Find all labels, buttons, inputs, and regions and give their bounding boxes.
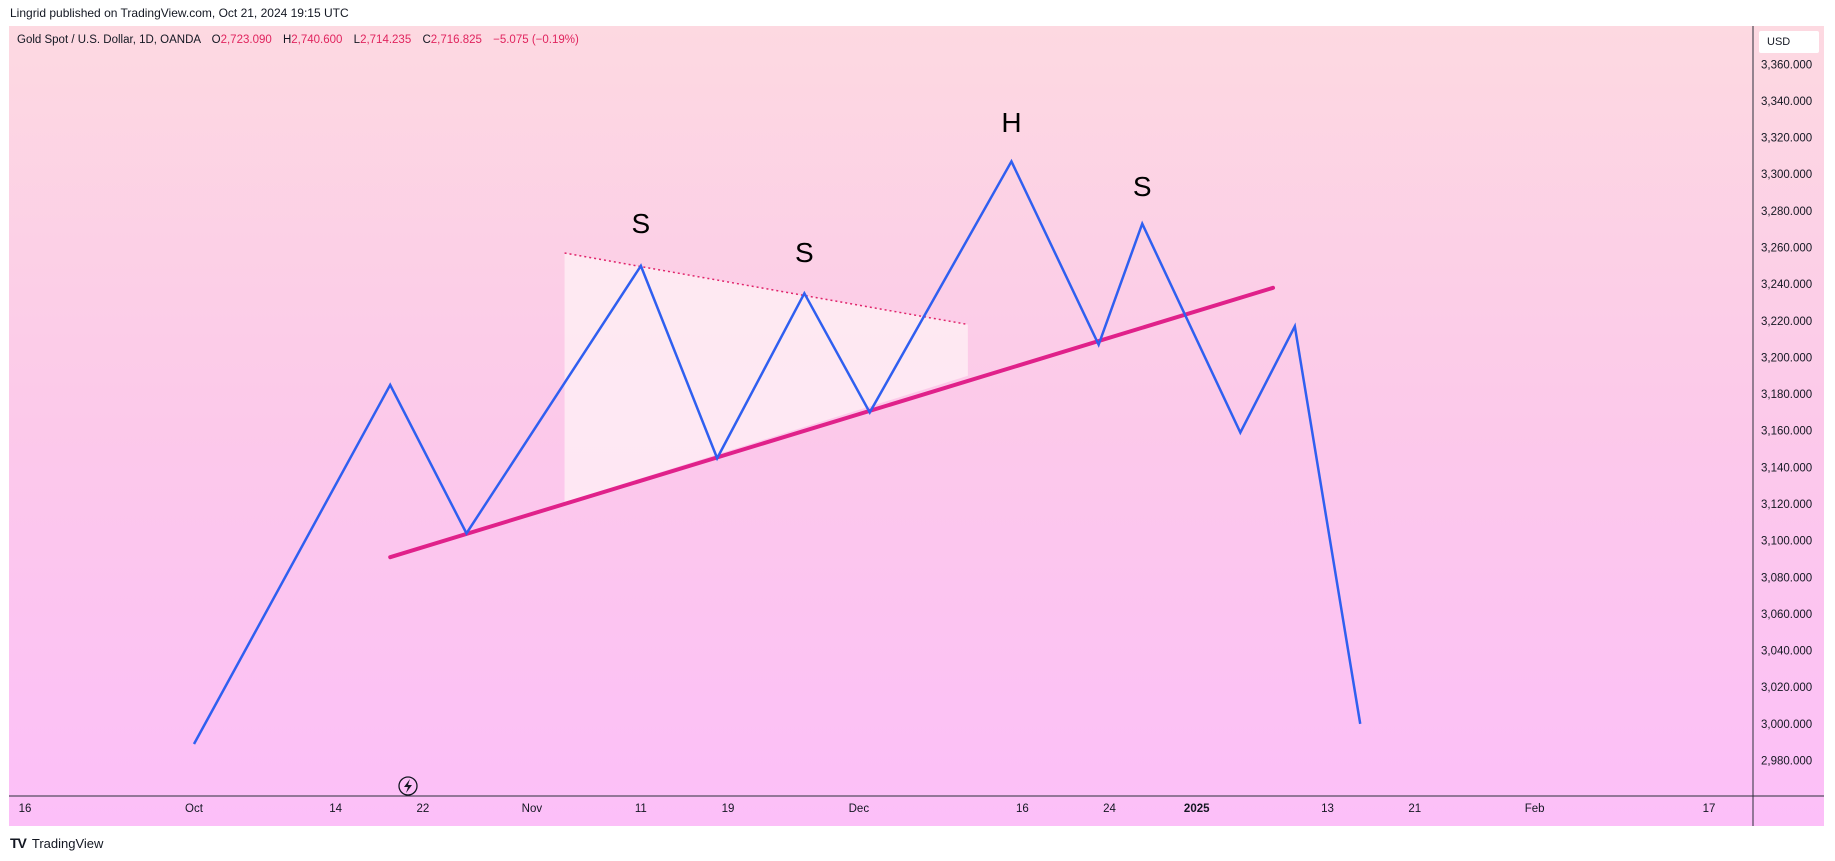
x-tick-label: 16 <box>1016 803 1029 815</box>
pattern-label-s-1[interactable]: S <box>795 237 814 268</box>
time-axis[interactable]: 16 Oct 14 22 Nov 11 19 Dec 16 24 2025 13 21 Feb 17 <box>19 803 1716 815</box>
y-tick-label: 3,360.000 <box>1761 59 1812 71</box>
publication-header: Lingrid published on TradingView.com, Oc… <box>10 6 349 20</box>
legend-close-label: C <box>422 34 431 46</box>
x-tick-label: 21 <box>1408 803 1421 815</box>
pattern-label-h-2[interactable]: H <box>1001 107 1021 138</box>
resistance-dotted-line[interactable] <box>564 252 968 326</box>
y-tick-label: 3,180.000 <box>1761 389 1812 401</box>
tradingview-logo[interactable]: TV TradingView <box>10 835 103 851</box>
y-tick-label: 3,340.000 <box>1761 96 1812 108</box>
x-tick-label: 11 <box>635 803 647 815</box>
x-tick-label: Feb <box>1525 803 1545 815</box>
symbol-legend: Gold Spot / U.S. Dollar, 1D, OANDA O2,72… <box>17 34 579 46</box>
price-projection-line[interactable] <box>192 158 1362 745</box>
y-tick-label: 3,120.000 <box>1761 499 1812 511</box>
y-tick-label: 3,300.000 <box>1761 169 1812 181</box>
y-tick-label: 3,200.000 <box>1761 352 1812 364</box>
y-tick-label: 3,000.000 <box>1761 719 1812 731</box>
pattern-label-s-3[interactable]: S <box>1133 171 1152 202</box>
x-tick-label: 13 <box>1321 803 1334 815</box>
y-tick-label: 3,140.000 <box>1761 462 1812 474</box>
neckline-trendline[interactable] <box>388 285 1276 560</box>
x-tick-label: 22 <box>416 803 429 815</box>
triangle-pattern-fill[interactable] <box>564 253 968 503</box>
legend-low: 2,714.235 <box>360 34 412 46</box>
y-tick-label: 3,100.000 <box>1761 536 1812 548</box>
x-tick-label: Nov <box>522 803 543 815</box>
y-tick-label: 3,160.000 <box>1761 426 1812 438</box>
y-tick-label: 2,980.000 <box>1761 756 1812 768</box>
tradingview-brand: TradingView <box>31 835 104 851</box>
y-tick-label: 3,080.000 <box>1761 572 1812 584</box>
x-tick-label: 17 <box>1703 803 1716 815</box>
tradingview-logo-icon: TV <box>10 835 27 851</box>
y-tick-label: 3,220.000 <box>1761 316 1812 328</box>
x-tick-label: Dec <box>849 803 870 815</box>
x-tick-label: 14 <box>329 803 342 815</box>
legend-open-label: O <box>211 34 221 46</box>
chart-frame[interactable]: S S H S 2,980.000 3,000.000 3,020.000 3,040.00… <box>9 26 1824 826</box>
price-chart[interactable]: S S H S 2,980.000 3,000.000 3,020.000 3,040.00… <box>9 26 1824 826</box>
y-tick-label: 3,240.000 <box>1761 279 1812 291</box>
legend-symbol: Gold Spot / U.S. Dollar, 1D, OANDA <box>17 34 201 46</box>
legend-close: 2,716.825 <box>430 34 482 46</box>
lightning-icon[interactable] <box>398 776 418 796</box>
y-tick-label: 3,060.000 <box>1761 609 1812 621</box>
legend-change: −5.075 (−0.19%) <box>493 34 579 46</box>
y-tick-label: 3,260.000 <box>1761 243 1812 255</box>
legend-high: 2,740.600 <box>291 34 343 46</box>
x-tick-label: 2025 <box>1184 803 1210 815</box>
y-tick-label: 3,040.000 <box>1761 646 1812 658</box>
x-tick-label: 16 <box>19 803 32 815</box>
legend-low-label: L <box>353 34 361 46</box>
x-tick-label: 19 <box>722 803 735 815</box>
pattern-label-s-0[interactable]: S <box>632 208 651 239</box>
y-tick-label: 3,280.000 <box>1761 206 1812 218</box>
legend-open: 2,723.090 <box>220 34 272 46</box>
y-tick-label: 3,320.000 <box>1761 133 1812 145</box>
x-tick-label: Oct <box>185 803 204 815</box>
y-tick-label: 3,020.000 <box>1761 682 1812 694</box>
price-axis[interactable]: 2,980.000 3,000.000 3,020.000 3,040.000 3,06… <box>1761 59 1812 767</box>
legend-high-label: H <box>282 34 292 46</box>
currency-selector[interactable]: USD <box>1759 31 1819 53</box>
x-tick-label: 24 <box>1103 803 1116 815</box>
